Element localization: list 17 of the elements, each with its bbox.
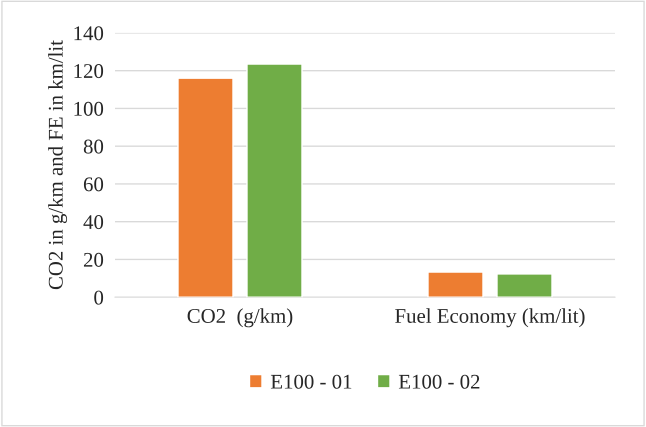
bar [427,271,484,298]
legend-label: E100 - 01 [270,374,352,389]
y-axis-title: CO2 in g/km and FE in km/lit [48,40,68,290]
y-tick-label: 80 [84,140,104,154]
y-tick-label: 140 [74,26,104,40]
bar [246,63,303,298]
legend-label: E100 - 02 [398,374,480,389]
y-tick-label: 100 [74,102,104,116]
bar [177,77,234,298]
y-tick-label: 0 [94,290,104,305]
y-tick-label: 120 [74,64,104,78]
x-tick-label: CO2 (g/km) [188,308,292,328]
y-tick-label: 60 [84,177,104,192]
x-tick-label: Fuel Economy (km/lit) [395,308,585,328]
bar [496,273,553,298]
y-tick-label: 20 [84,252,104,267]
y-tick-label: 40 [83,215,104,230]
